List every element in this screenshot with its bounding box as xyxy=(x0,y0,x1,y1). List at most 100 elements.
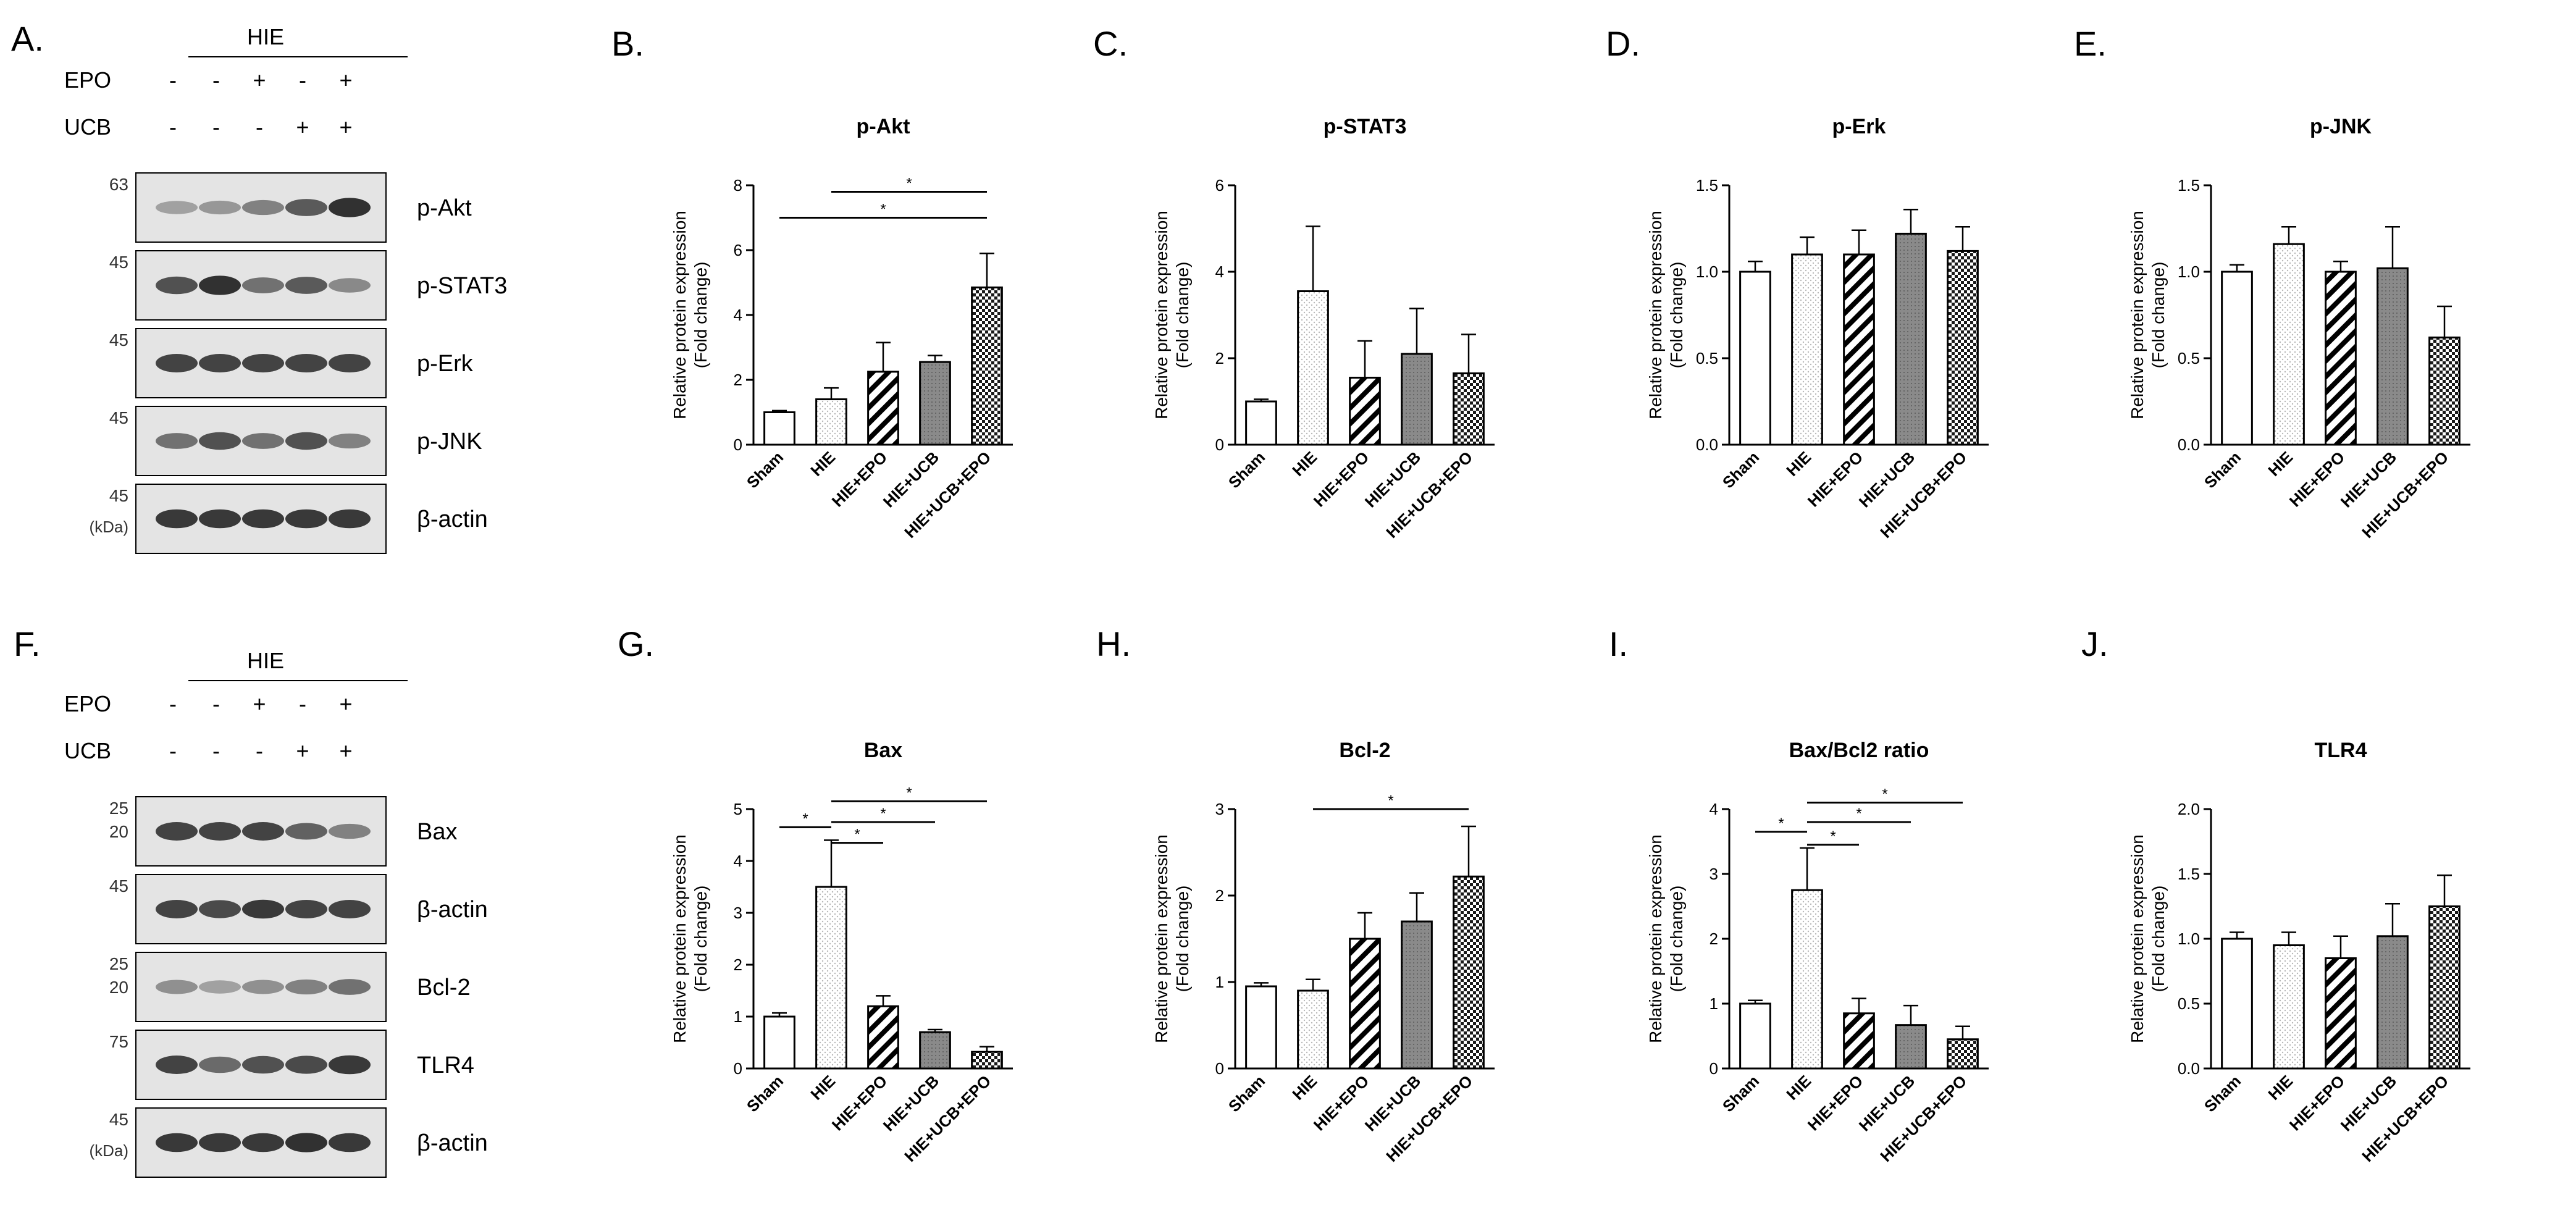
molecular-weight-label: 45 xyxy=(109,876,128,896)
blot-label-actin: β-actin xyxy=(417,1130,488,1156)
bar-hie-epo xyxy=(1843,1012,1875,1070)
blot-band xyxy=(329,509,371,529)
panel-letter-i: I. xyxy=(1609,624,1629,663)
treatment-symbol: + xyxy=(339,67,352,93)
treatment-symbol: + xyxy=(253,67,266,93)
blot-label-actin: β-actin xyxy=(417,897,488,923)
bar-chart-p-jnk: p-JNK Relative protein expression (Fold ch… xyxy=(2128,115,2470,542)
chart-title: p-Akt xyxy=(857,115,910,138)
chart-title: p-JNK xyxy=(2310,115,2372,138)
x-tick-label: HIE+EPO xyxy=(1310,448,1372,510)
y-axis-label-line-2: (Fold change) xyxy=(691,262,710,369)
molecular-weight-label: 45 xyxy=(109,1110,128,1129)
y-axis-label-line-1: Relative protein expression xyxy=(1646,834,1665,1043)
x-tick-label: HIE+EPO xyxy=(828,448,891,510)
x-tick-label: HIE+EPO xyxy=(2286,448,2348,510)
molecular-weight-label: 25 xyxy=(109,799,128,818)
blot-band xyxy=(285,432,327,450)
bar-sham xyxy=(1739,1002,1771,1070)
blot-band xyxy=(285,823,327,840)
panel-letter-f: F. xyxy=(14,624,41,663)
y-tick-label: 4 xyxy=(1215,262,1224,281)
bar-hie-epo xyxy=(1843,253,1875,446)
western-blot-panel-a: HIE EPO - - + - + UCB - - - + + p-Akt 63 p-STAT3 45 p-Erk… xyxy=(64,24,507,554)
bar-hie xyxy=(1791,889,1823,1070)
y-axis-label-line-1: Relative protein expression xyxy=(670,211,689,419)
panel-letter-a: A. xyxy=(11,19,44,58)
treatment-symbol: + xyxy=(296,114,309,140)
bar-sham xyxy=(763,1015,795,1070)
blot-band xyxy=(199,200,241,215)
blot-band xyxy=(242,354,284,372)
x-tick-label: Sham xyxy=(1225,448,1269,492)
y-tick-label: 5 xyxy=(734,800,742,818)
bar-chart-p-akt: p-Akt Relative protein expression (Fold ch… xyxy=(670,115,1013,542)
blot-band xyxy=(285,1056,327,1074)
x-tick-label: HIE+EPO xyxy=(1310,1072,1372,1134)
y-tick-label: 0 xyxy=(1215,1059,1224,1078)
blot-band xyxy=(242,899,284,919)
blot-band xyxy=(156,201,198,214)
blot-band xyxy=(285,979,327,995)
significance-star: * xyxy=(1778,815,1784,832)
y-tick-label: 0 xyxy=(734,435,742,454)
blot-band xyxy=(242,433,284,449)
bar-hie-ucb xyxy=(919,361,951,446)
bar-sham xyxy=(2221,271,2253,446)
bar-hie-ucb xyxy=(2377,267,2409,446)
panel-letter-h: H. xyxy=(1096,624,1131,663)
bar-hie-ucb-epo xyxy=(1947,1038,1979,1070)
treatment-label-epo: EPO xyxy=(64,67,111,93)
bar-hie-ucb xyxy=(1895,1024,1927,1070)
molecular-weight-label: 45 xyxy=(109,408,128,427)
y-tick-label: 6 xyxy=(734,241,742,259)
bar-hie-epo xyxy=(867,371,899,446)
y-tick-label: 1 xyxy=(1710,994,1718,1013)
treatment-symbol: - xyxy=(212,67,220,93)
significance-star: * xyxy=(854,826,860,843)
bar-chart-bax: Bax Relative protein expression (Fold chan… xyxy=(670,739,1013,1165)
treatment-symbol: - xyxy=(212,114,220,140)
blot-label-p-akt: p-Akt xyxy=(417,195,472,221)
treatment-label-ucb: UCB xyxy=(64,114,111,140)
y-axis-label-line-1: Relative protein expression xyxy=(1646,211,1665,419)
y-tick-label: 1.5 xyxy=(2178,176,2200,195)
y-axis-label-line-2: (Fold change) xyxy=(2149,886,2168,993)
y-tick-label: 1.0 xyxy=(2178,262,2200,281)
panel-letter-c: C. xyxy=(1093,24,1128,63)
panel-letter-j: J. xyxy=(2081,624,2108,663)
x-tick-label: HIE xyxy=(1782,448,1815,480)
treatment-symbol: - xyxy=(212,738,220,763)
x-tick-label: HIE xyxy=(1288,1072,1320,1104)
x-tick-label: HIE+EPO xyxy=(828,1072,891,1134)
y-tick-label: 3 xyxy=(1710,865,1718,883)
treatment-symbol: - xyxy=(299,691,306,716)
blot-band xyxy=(242,822,284,841)
y-tick-label: 1.0 xyxy=(1696,262,1718,281)
x-tick-label: HIE xyxy=(2264,448,2296,480)
x-tick-label: Sham xyxy=(1225,1072,1269,1115)
blot-band xyxy=(156,822,198,841)
bar-hie-ucb-epo xyxy=(1947,250,1979,446)
blot-band xyxy=(199,354,241,372)
bar-chart-p-stat3: p-STAT3 Relative protein expression (Fold … xyxy=(1152,115,1495,542)
blot-band xyxy=(285,277,327,294)
treatment-label-ucb: UCB xyxy=(64,738,111,763)
x-tick-label: HIE+EPO xyxy=(1804,448,1866,510)
blot-label-p-erk: p-Erk xyxy=(417,351,474,377)
bar-hie-ucb xyxy=(1401,920,1433,1070)
y-tick-label: 1 xyxy=(734,1007,742,1026)
y-axis-label-line-2: (Fold change) xyxy=(1667,262,1686,369)
bar-hie xyxy=(815,886,847,1070)
chart-title: TLR4 xyxy=(2315,739,2367,762)
y-axis-label-line-1: Relative protein expression xyxy=(2128,211,2147,419)
y-tick-label: 0 xyxy=(734,1059,742,1078)
blot-band xyxy=(329,433,371,449)
bar-hie-ucb-epo xyxy=(1453,875,1485,1070)
treatment-label-epo: EPO xyxy=(64,691,111,716)
blot-band xyxy=(242,509,284,529)
bar-hie-epo xyxy=(1349,377,1381,446)
blot-band xyxy=(329,1055,371,1075)
bar-chart-bcl-2: Bcl-2 Relative protein expression (Fold ch… xyxy=(1152,739,1495,1165)
blot-band xyxy=(156,1133,198,1152)
